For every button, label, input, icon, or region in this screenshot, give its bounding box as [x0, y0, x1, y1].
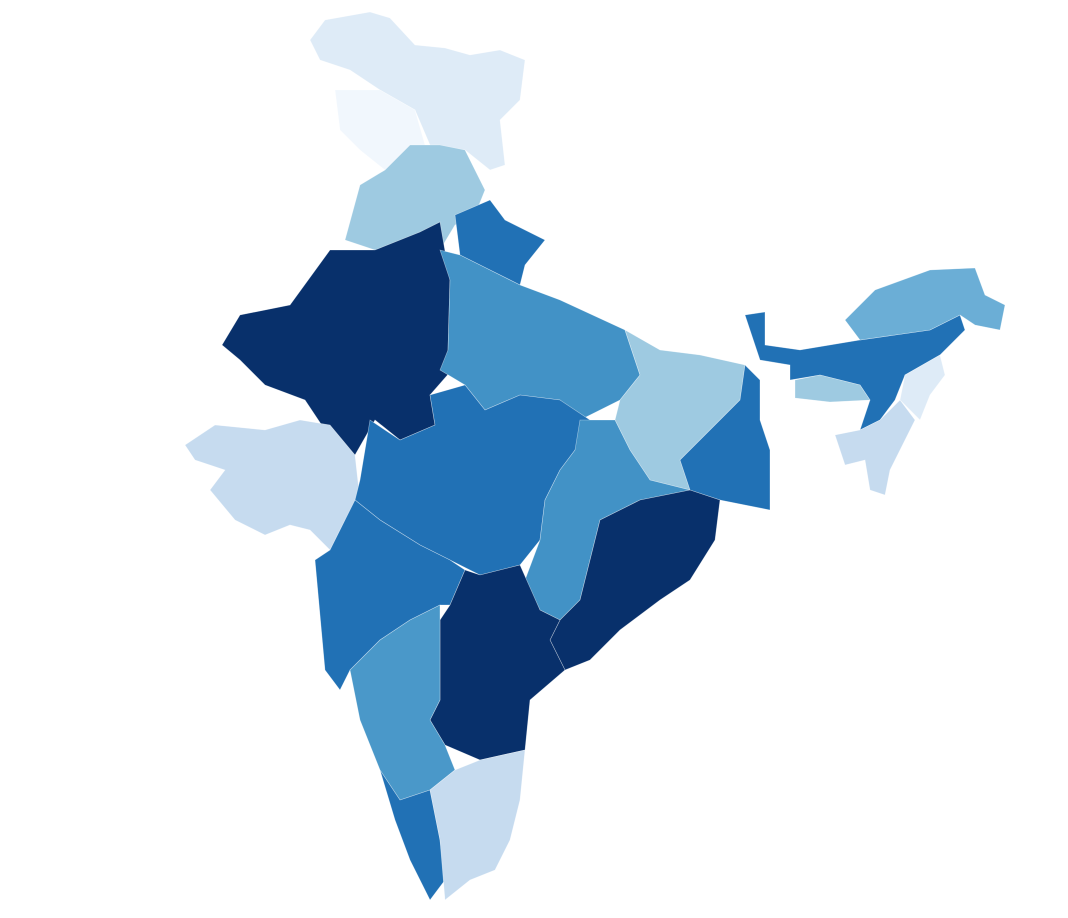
region [844, 267, 1006, 341]
region [429, 749, 526, 901]
region [549, 489, 721, 671]
region [794, 374, 871, 403]
region [184, 419, 361, 551]
region [744, 311, 966, 431]
region [834, 399, 916, 496]
region [221, 221, 466, 456]
region [899, 354, 946, 421]
